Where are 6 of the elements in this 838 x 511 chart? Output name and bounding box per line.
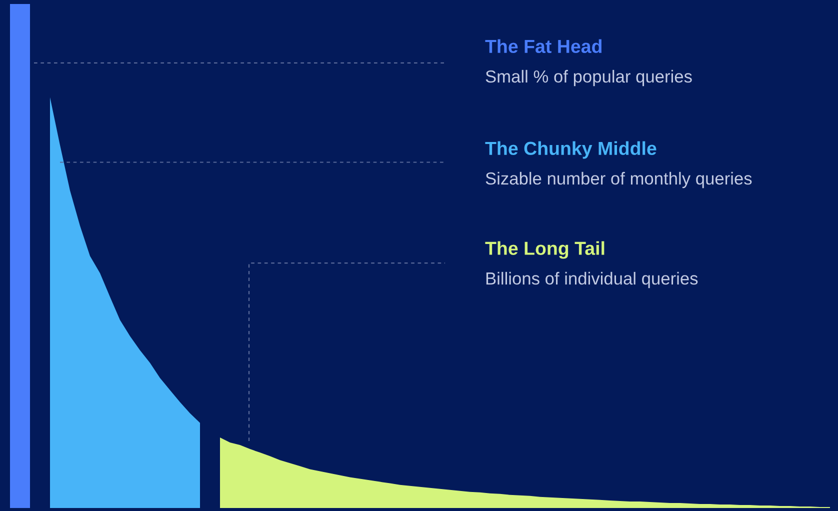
annotation: Small % of popular queries [486,70,692,86]
text: The Long Tail [485,241,604,259]
annotation: Sizable number of monthly queries [486,172,752,188]
annotation: Billions of individual queries [486,272,698,288]
text: The Chunky Middle [485,141,656,159]
text: The Fat Head [485,39,602,54]
